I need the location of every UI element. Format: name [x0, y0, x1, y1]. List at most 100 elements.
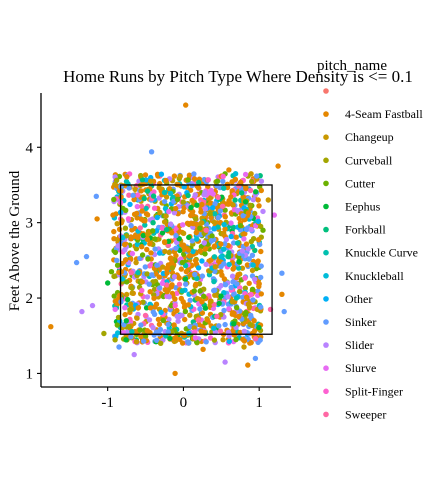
data-point [220, 173, 226, 180]
points-layer [48, 102, 287, 377]
x-tick-label: 1 [255, 395, 263, 411]
data-point [226, 261, 232, 268]
legend-title: pitch_name [317, 58, 387, 74]
data-point [122, 241, 128, 248]
strike-zone [119, 184, 273, 335]
data-point [230, 266, 236, 272]
data-point [163, 177, 169, 184]
legend-swatch [323, 296, 329, 302]
data-point [257, 241, 263, 248]
data-point [215, 194, 221, 200]
data-point [111, 228, 117, 235]
data-point [253, 189, 259, 195]
data-point [139, 252, 146, 258]
data-point [114, 257, 120, 264]
data-point [211, 243, 218, 249]
data-point [241, 328, 247, 334]
data-point [256, 203, 262, 209]
data-point [166, 208, 172, 215]
data-point [255, 197, 261, 203]
data-point [250, 297, 256, 303]
data-point [139, 203, 145, 210]
data-point [258, 274, 264, 281]
data-point [165, 321, 171, 328]
legend-swatch [323, 365, 329, 372]
data-point [258, 248, 264, 255]
legend-label: Sweeper [345, 407, 386, 421]
data-point [242, 275, 248, 281]
y-tick-label: 1 [26, 366, 34, 382]
data-point [163, 213, 169, 219]
data-point [114, 221, 120, 227]
data-point [217, 328, 224, 334]
data-point [181, 304, 188, 310]
data-point [249, 252, 256, 258]
data-point [240, 213, 246, 219]
data-point [148, 149, 155, 155]
data-point [174, 196, 181, 203]
legend-swatch [323, 273, 329, 279]
data-point [186, 330, 192, 337]
data-point [194, 275, 200, 282]
legend-label: Split-Finger [345, 384, 403, 398]
data-point [242, 231, 248, 237]
data-point [169, 282, 175, 288]
data-point [166, 294, 172, 300]
data-point [249, 178, 255, 185]
data-point [142, 218, 148, 224]
data-point [158, 309, 164, 316]
data-point [241, 344, 247, 350]
data-point [177, 336, 183, 343]
data-point [167, 335, 173, 342]
data-point [279, 291, 285, 297]
data-point [187, 323, 193, 330]
data-point [163, 194, 170, 200]
data-point [255, 237, 262, 243]
data-point [197, 248, 203, 254]
data-point [139, 177, 146, 183]
data-point [146, 317, 153, 323]
data-point [279, 270, 285, 276]
data-point [195, 185, 202, 191]
data-point [145, 256, 151, 262]
data-point [164, 289, 170, 295]
data-point [199, 310, 206, 316]
data-point [129, 227, 135, 233]
legend-swatch [323, 342, 329, 348]
data-point [161, 198, 168, 205]
data-point [201, 240, 207, 246]
data-point [243, 185, 249, 192]
data-point [157, 326, 164, 333]
data-point [228, 194, 234, 200]
data-point [161, 219, 168, 225]
data-point [150, 220, 156, 226]
data-point [48, 324, 54, 330]
data-point [183, 102, 189, 108]
data-point [110, 212, 116, 218]
data-point [144, 294, 151, 300]
data-point [192, 335, 199, 341]
data-point [235, 272, 241, 278]
data-point [166, 249, 172, 256]
data-point [218, 254, 224, 260]
data-point [240, 336, 246, 343]
data-point [252, 336, 259, 342]
data-point [111, 293, 117, 299]
chart-title: Home Runs by Pitch Type Where Density is… [63, 67, 413, 86]
data-point [239, 190, 245, 196]
data-point [236, 265, 242, 271]
data-point [196, 179, 202, 186]
data-point [248, 226, 255, 233]
data-point [202, 206, 209, 212]
data-point [256, 281, 262, 287]
data-point [134, 241, 140, 248]
data-point [151, 205, 158, 211]
data-point [281, 308, 287, 315]
data-point [115, 314, 122, 321]
data-point [179, 259, 186, 266]
data-point [236, 288, 243, 295]
data-point [139, 244, 145, 250]
axes: -1 0 1 1 2 3 4 [26, 93, 291, 411]
data-point [123, 178, 130, 185]
data-point [138, 172, 144, 179]
